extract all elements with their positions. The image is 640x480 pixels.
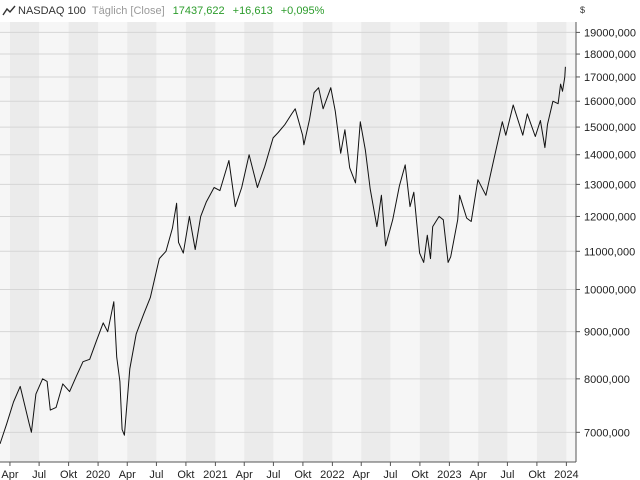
x-tick-label: Apr: [119, 469, 136, 480]
quarter-band: [302, 22, 333, 462]
x-tick-label: 2020: [86, 469, 110, 480]
x-tick-label: 2021: [203, 469, 227, 480]
y-tick-label: 14000,000: [584, 150, 636, 162]
y-tick-label: 11000,000: [584, 246, 635, 258]
quarter-band: [0, 22, 10, 462]
x-tick-label: Apr: [470, 469, 487, 480]
quarter-band: [536, 22, 567, 462]
y-tick-label: 13000,000: [584, 179, 636, 191]
y-tick-label: 15000,000: [584, 122, 636, 134]
y-tick-label: 8000,000: [584, 374, 630, 386]
quarter-band: [185, 22, 216, 462]
x-tick-label: Jul: [500, 469, 514, 480]
y-tick-label: 9000,000: [584, 327, 630, 339]
instrument-name: NASDAQ 100: [18, 5, 86, 17]
chart-header: NASDAQ 100 Täglich [Close] 17437,622 +16…: [2, 3, 332, 19]
x-tick-label: Apr: [1, 469, 18, 480]
y-tick-label: 7000,000: [584, 427, 630, 439]
percent-change: +0,095%: [280, 5, 325, 17]
price-series-line: [0, 66, 566, 445]
y-tick-label: 10000,000: [584, 284, 636, 296]
x-tick-label: Okt: [60, 469, 77, 480]
trend-line-icon: [2, 5, 16, 16]
quarter-band: [68, 22, 99, 462]
x-tick-label: 2022: [320, 469, 344, 480]
x-tick-label: Okt: [411, 469, 428, 480]
y-tick-label: 16000,000: [584, 96, 636, 108]
quarter-band: [419, 22, 450, 462]
price-change: +16,613: [232, 5, 273, 17]
quarter-band: [244, 22, 274, 462]
x-tick-label: 2023: [437, 469, 461, 480]
x-tick-label: Okt: [294, 469, 311, 480]
x-tick-label: Apr: [353, 469, 370, 480]
y-tick-label: 18000,000: [584, 49, 636, 61]
last-price: 17437,622: [172, 5, 225, 17]
y-tick-label: 19000,000: [584, 27, 636, 39]
x-tick-label: Apr: [236, 469, 253, 480]
interval-label: Täglich [Close]: [91, 5, 165, 17]
quarter-band: [361, 22, 391, 462]
quarter-band: [9, 22, 40, 462]
currency-label: $: [580, 5, 586, 15]
x-tick-label: Jul: [383, 469, 397, 480]
x-tick-label: Jul: [32, 469, 46, 480]
y-tick-label: 17000,000: [584, 72, 636, 84]
quarter-band: [478, 22, 508, 462]
y-tick-label: 12000,000: [584, 211, 636, 223]
quarter-band: [127, 22, 157, 462]
x-tick-label: 2024: [554, 469, 578, 480]
x-tick-label: Jul: [149, 469, 163, 480]
x-tick-label: Jul: [266, 469, 280, 480]
x-tick-label: Okt: [528, 469, 545, 480]
x-tick-label: Okt: [177, 469, 194, 480]
